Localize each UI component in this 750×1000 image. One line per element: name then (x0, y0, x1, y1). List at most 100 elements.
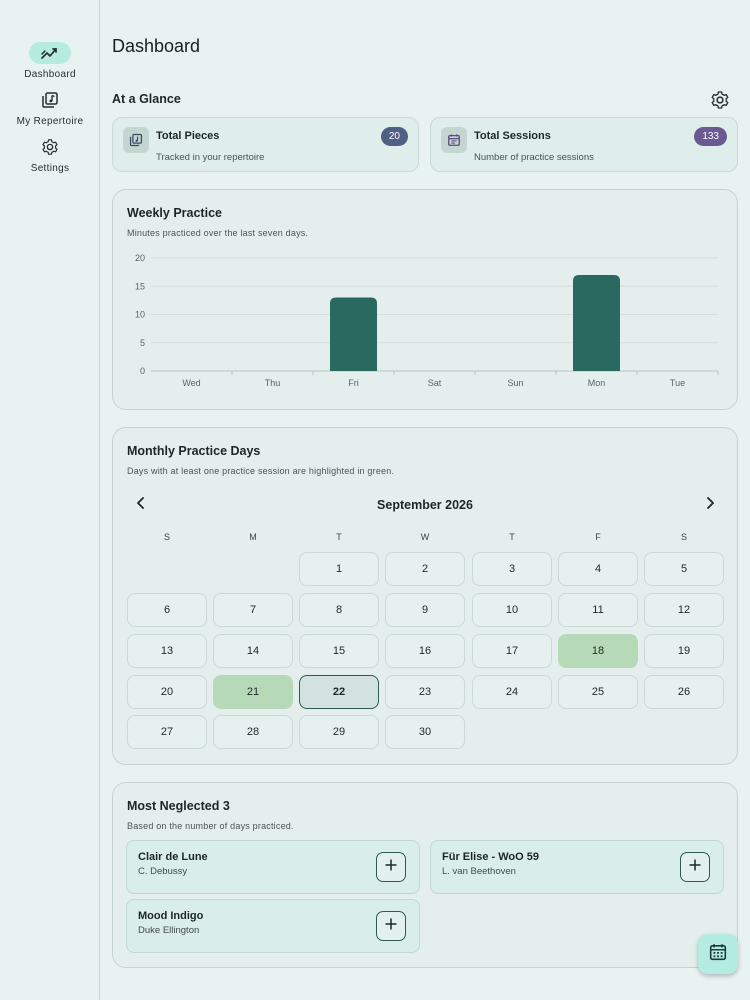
y-tick-label: 5 (140, 338, 145, 348)
calendar-day[interactable]: 27 (127, 715, 207, 749)
calendar-day[interactable]: 26 (644, 675, 724, 709)
monthly-practice-panel: Monthly Practice Days Days with at least… (112, 427, 738, 765)
music-library-icon (123, 127, 149, 153)
calendar-day[interactable]: 21 (213, 675, 293, 709)
y-tick-label: 10 (135, 310, 145, 320)
x-tick-label: Sat (428, 378, 442, 388)
calendar-day[interactable]: 30 (385, 715, 465, 749)
plus-icon (689, 858, 701, 876)
calendar-day[interactable]: 28 (213, 715, 293, 749)
panel-title: Weekly Practice (127, 206, 222, 220)
weekday-header: S (163, 532, 170, 542)
calendar-day[interactable]: 15 (299, 634, 379, 668)
calendar-day[interactable]: 5 (644, 552, 724, 586)
y-tick-label: 0 (140, 366, 145, 376)
weekly-practice-panel: Weekly Practice Minutes practiced over t… (112, 189, 738, 410)
calendar-day[interactable]: 18 (558, 634, 638, 668)
weekday-header: W (420, 532, 430, 542)
chevron-left-icon (136, 496, 146, 514)
gear-icon (710, 91, 730, 114)
calendar-day[interactable]: 20 (127, 675, 207, 709)
calendar-day[interactable]: 11 (558, 593, 638, 627)
count-badge: 20 (380, 127, 408, 146)
sidebar-item-label: My Repertoire (16, 116, 84, 127)
calendar-day[interactable]: 12 (644, 593, 724, 627)
weekday-header: T (336, 532, 342, 542)
glance-settings-button[interactable] (710, 90, 730, 110)
stat-subtitle: Tracked in your repertoire (156, 152, 265, 163)
y-tick-label: 15 (135, 281, 145, 291)
calendar-day[interactable]: 22 (299, 675, 379, 709)
plus-icon (385, 858, 397, 876)
x-tick-label: Thu (265, 378, 281, 388)
weekly-practice-chart: 0 5 10 15 20 Wed Thu Fri Sat Sun Mon Tue (135, 253, 719, 388)
stat-title: Total Pieces (156, 130, 220, 142)
count-badge: 133 (694, 127, 727, 146)
weekday-header: T (509, 532, 515, 542)
calendar-day[interactable]: 14 (213, 634, 293, 668)
calendar-day[interactable]: 6 (127, 593, 207, 627)
calendar-icon (441, 127, 467, 153)
calendar-day[interactable]: 1 (299, 552, 379, 586)
sidebar-item-my-repertoire[interactable]: My Repertoire (0, 89, 100, 127)
piece-title: Clair de Lune (138, 851, 208, 863)
add-session-button[interactable] (680, 852, 710, 882)
sidebar: Dashboard My Repertoire Settings (0, 0, 100, 1000)
calendar-day[interactable]: 16 (385, 634, 465, 668)
x-tick-label: Tue (670, 378, 685, 388)
calendar-icon (709, 943, 727, 966)
calendar-day[interactable]: 8 (299, 593, 379, 627)
calendar-day[interactable]: 3 (472, 552, 552, 586)
add-session-button[interactable] (376, 911, 406, 941)
neglected-piece-card: Clair de Lune C. Debussy (126, 840, 420, 894)
total-sessions-card: Total Sessions Number of practice sessio… (430, 117, 738, 172)
calendar-day[interactable]: 25 (558, 675, 638, 709)
plus-icon (385, 917, 397, 935)
most-neglected-panel: Most Neglected 3 Based on the number of … (112, 782, 738, 968)
y-tick-label: 20 (135, 253, 145, 263)
sidebar-item-dashboard[interactable]: Dashboard (0, 42, 100, 80)
previous-month-button[interactable] (131, 495, 151, 515)
x-tick-label: Mon (588, 378, 606, 388)
neglected-piece-card: Mood Indigo Duke Ellington (126, 899, 420, 953)
sidebar-item-settings[interactable]: Settings (0, 136, 100, 174)
calendar-day[interactable]: 2 (385, 552, 465, 586)
weekday-header: S (680, 532, 687, 542)
stat-title: Total Sessions (474, 130, 551, 142)
x-tick-label: Wed (182, 378, 200, 388)
next-month-button[interactable] (700, 495, 720, 515)
weekday-header: M (249, 532, 257, 542)
total-pieces-card: Total Pieces Tracked in your repertoire … (112, 117, 419, 172)
chevron-right-icon (705, 496, 715, 514)
piece-composer: C. Debussy (138, 866, 188, 877)
log-session-fab[interactable] (698, 934, 738, 974)
x-tick-label: Sun (507, 378, 523, 388)
at-a-glance-title: At a Glance (112, 92, 181, 106)
calendar-day[interactable]: 19 (644, 634, 724, 668)
piece-composer: Duke Ellington (138, 925, 200, 936)
add-session-button[interactable] (376, 852, 406, 882)
piece-title: Für Elise - WoO 59 (442, 851, 539, 863)
piece-title: Mood Indigo (138, 910, 204, 922)
calendar-day[interactable]: 4 (558, 552, 638, 586)
panel-title: Most Neglected 3 (127, 799, 230, 813)
calendar-day[interactable]: 9 (385, 593, 465, 627)
panel-subtitle: Minutes practiced over the last seven da… (127, 228, 309, 238)
music-library-icon (29, 89, 71, 111)
calendar-day[interactable]: 17 (472, 634, 552, 668)
calendar-day[interactable]: 13 (127, 634, 207, 668)
gear-icon (29, 136, 71, 158)
calendar-day[interactable]: 10 (472, 593, 552, 627)
trend-chart-icon (29, 42, 71, 64)
calendar-month-label: September 2026 (377, 498, 473, 512)
x-tick-label: Fri (348, 378, 359, 388)
sidebar-item-label: Settings (30, 163, 70, 174)
calendar-day[interactable]: 24 (472, 675, 552, 709)
calendar-day[interactable]: 7 (213, 593, 293, 627)
calendar-day[interactable]: 23 (385, 675, 465, 709)
stat-subtitle: Number of practice sessions (474, 152, 594, 163)
chart-bar-fri (330, 297, 377, 371)
calendar-day[interactable]: 29 (299, 715, 379, 749)
panel-subtitle: Days with at least one practice session … (127, 466, 395, 476)
panel-subtitle: Based on the number of days practiced. (127, 821, 294, 831)
